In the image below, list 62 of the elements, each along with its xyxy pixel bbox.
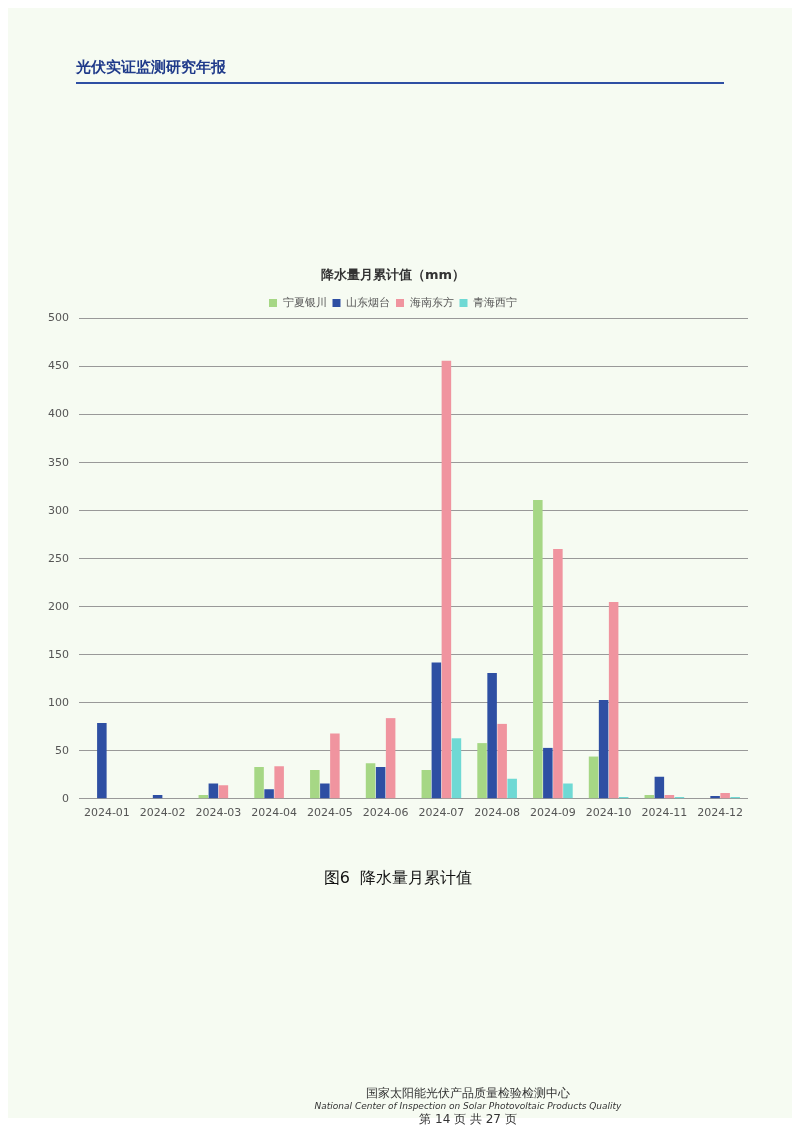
bar bbox=[375, 767, 386, 799]
bar bbox=[97, 722, 107, 799]
legend-label: 海南东方 bbox=[409, 295, 454, 309]
legend-label: 山东烟台 bbox=[346, 295, 390, 309]
bar bbox=[553, 549, 563, 799]
x-tick-label: 2024-03 bbox=[195, 806, 242, 820]
bar bbox=[477, 743, 487, 799]
y-tick-label: 100 bbox=[48, 695, 69, 709]
x-tick-label: 2024-07 bbox=[418, 806, 465, 820]
x-tick-label: 2024-10 bbox=[585, 806, 632, 820]
y-tick-label: 450 bbox=[48, 359, 69, 373]
bar bbox=[218, 785, 229, 799]
text: 第 14 页 共 27 页 bbox=[418, 1112, 518, 1127]
y-tick-label: 0 bbox=[62, 791, 69, 805]
bar bbox=[208, 783, 219, 799]
y-tick-label: 350 bbox=[48, 455, 69, 469]
x-tick-label: 2024-01 bbox=[83, 806, 130, 820]
x-tick-label: 2024-08 bbox=[474, 806, 521, 820]
bar bbox=[330, 733, 340, 799]
x-tick-label: 2024-06 bbox=[362, 806, 409, 820]
y-tick-label: 400 bbox=[48, 407, 69, 421]
y-tick-label: 150 bbox=[48, 647, 69, 661]
x-tick-label: 2024-12 bbox=[697, 806, 744, 820]
x-tick-label: 2024-09 bbox=[529, 806, 576, 820]
y-tick-label: 500 bbox=[48, 311, 69, 325]
bar bbox=[385, 718, 396, 799]
bar bbox=[598, 699, 609, 799]
bar bbox=[274, 766, 284, 799]
y-tick-label: 300 bbox=[48, 503, 69, 517]
bar bbox=[608, 601, 619, 799]
bar bbox=[533, 500, 543, 799]
bar bbox=[654, 776, 665, 799]
legend-label: 宁夏银川 bbox=[282, 295, 327, 309]
bar bbox=[365, 763, 376, 799]
caption: 图6 降水量月累计值 bbox=[322, 868, 474, 889]
x-tick-label: 2024-05 bbox=[306, 806, 353, 820]
bar bbox=[507, 778, 517, 799]
bar bbox=[451, 738, 462, 799]
bar bbox=[264, 789, 274, 799]
y-tick-label: 200 bbox=[48, 599, 69, 613]
x-tick-label: 2024-04 bbox=[251, 806, 298, 820]
bar bbox=[588, 756, 599, 799]
bar bbox=[441, 360, 452, 799]
bar bbox=[563, 783, 573, 799]
y-tick-label: 250 bbox=[48, 551, 69, 565]
bar bbox=[320, 783, 330, 799]
text: 国家太阳能光伏产品质量检验检测中心 bbox=[365, 1086, 571, 1101]
x-tick-label: 2024-02 bbox=[139, 806, 186, 820]
text: 光伏实证监测研究年报 bbox=[76, 58, 226, 77]
x-tick-label: 2024-11 bbox=[641, 806, 688, 820]
bar bbox=[543, 747, 553, 799]
y-tick-label: 50 bbox=[55, 743, 69, 757]
chart-title: 降水量月累计值（mm） bbox=[320, 267, 466, 283]
bar bbox=[431, 662, 442, 799]
bar bbox=[487, 672, 497, 799]
text: National Center of Inspection on Solar Photovoltaic Products Quality bbox=[313, 1101, 623, 1112]
bar bbox=[421, 769, 432, 799]
bar bbox=[310, 769, 320, 799]
legend-label: 青海西宁 bbox=[473, 295, 517, 309]
bar bbox=[497, 723, 507, 799]
bar bbox=[254, 767, 264, 799]
bar bbox=[720, 793, 730, 799]
